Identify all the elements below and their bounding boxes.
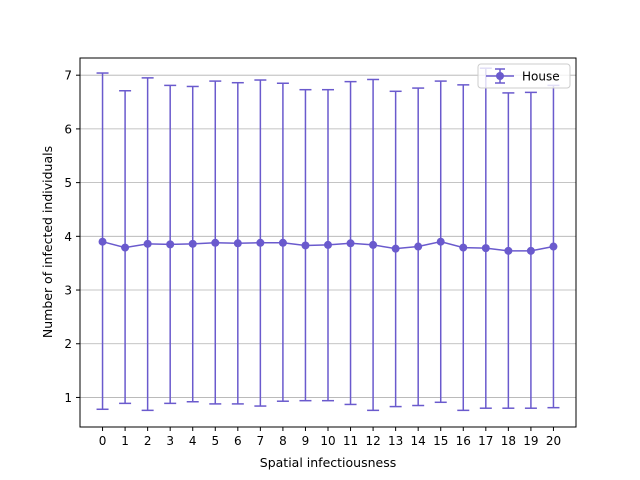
x-tick-label: 4 <box>189 434 197 448</box>
x-tick-label: 1 <box>121 434 129 448</box>
y-tick-label: 5 <box>64 176 72 190</box>
x-tick-label: 13 <box>388 434 403 448</box>
data-point <box>301 241 310 250</box>
data-point <box>549 242 558 251</box>
legend-marker <box>496 72 504 80</box>
y-tick-label: 2 <box>64 337 72 351</box>
x-tick-label: 0 <box>99 434 107 448</box>
x-tick-label: 14 <box>411 434 426 448</box>
x-tick-label: 9 <box>302 434 310 448</box>
x-tick-label: 10 <box>320 434 335 448</box>
x-tick-label: 19 <box>523 434 538 448</box>
data-point <box>526 246 535 255</box>
data-point <box>369 240 378 249</box>
y-tick-label: 1 <box>64 391 72 405</box>
x-tick-label: 17 <box>478 434 493 448</box>
y-tick-label: 4 <box>64 230 72 244</box>
data-point <box>278 238 287 247</box>
x-axis-label: Spatial infectiousness <box>260 455 396 470</box>
x-tick-label: 3 <box>166 434 174 448</box>
x-tick-label: 18 <box>501 434 516 448</box>
data-point <box>256 238 265 247</box>
y-axis-label: Number of infected individuals <box>40 146 55 338</box>
x-tick-label: 16 <box>456 434 471 448</box>
x-tick-label: 8 <box>279 434 287 448</box>
x-tick-label: 11 <box>343 434 358 448</box>
y-tick-label: 3 <box>64 284 72 298</box>
data-point <box>436 237 445 246</box>
data-point <box>143 239 152 248</box>
y-tick-label: 6 <box>64 122 72 136</box>
x-axis: 0 1 2 3 4 5 6 7 8 9 10 11 12 13 14 15 16 17 18 19 20 <box>99 427 561 448</box>
data-point <box>459 243 468 252</box>
x-tick-label: 7 <box>257 434 265 448</box>
y-tick-label: 7 <box>64 69 72 83</box>
data-point <box>233 239 242 248</box>
data-point <box>391 244 400 253</box>
data-point <box>188 239 197 248</box>
x-tick-label: 20 <box>546 434 561 448</box>
data-point <box>211 238 220 247</box>
data-point <box>166 240 175 249</box>
x-tick-label: 5 <box>211 434 219 448</box>
data-point <box>324 240 332 249</box>
data-point <box>414 242 423 251</box>
data-point <box>504 246 513 255</box>
legend-label: House <box>522 70 560 84</box>
x-tick-label: 2 <box>144 434 152 448</box>
data-point <box>121 243 130 252</box>
series-house <box>96 67 560 412</box>
data-point <box>346 239 355 248</box>
x-tick-label: 15 <box>433 434 448 448</box>
x-tick-label: 6 <box>234 434 242 448</box>
legend-box <box>477 63 571 89</box>
x-tick-label: 12 <box>365 434 380 448</box>
y-axis: 1 2 3 4 5 6 7 <box>64 69 80 405</box>
legend: House <box>477 63 571 89</box>
data-point <box>481 244 490 253</box>
data-point <box>98 237 107 246</box>
